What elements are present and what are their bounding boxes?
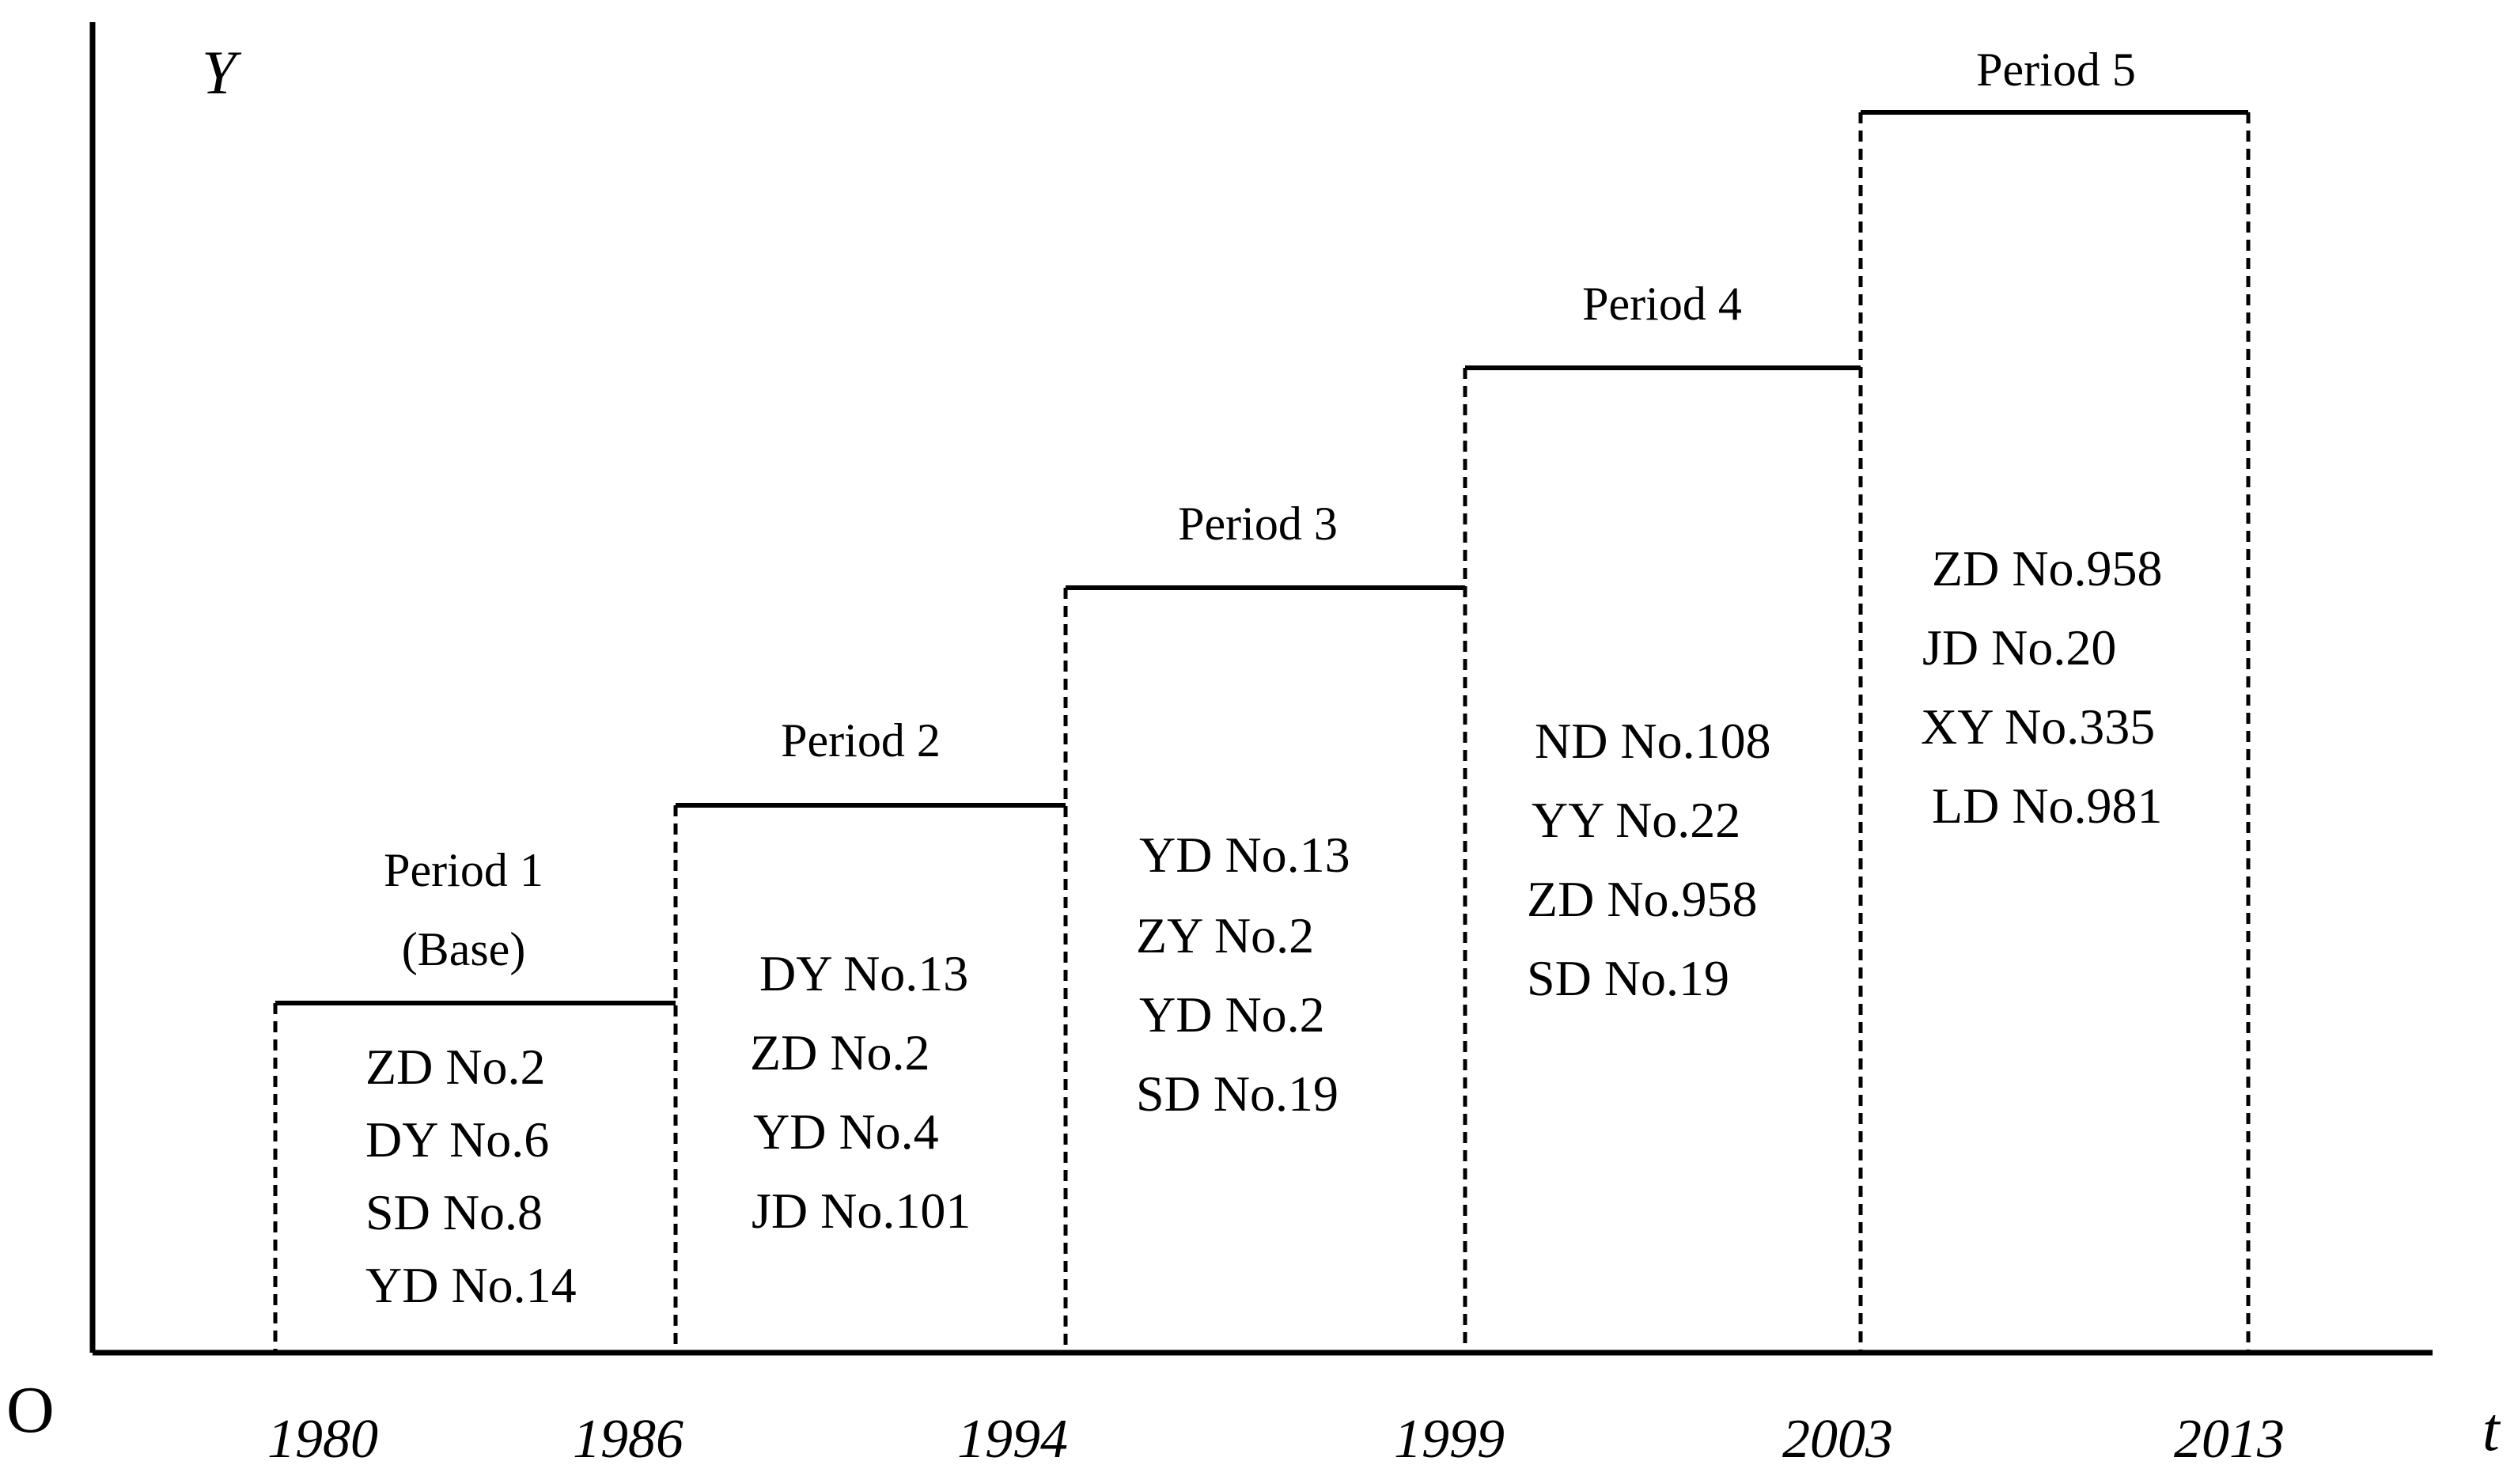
variety-label: SD No.19 xyxy=(1136,1066,1339,1122)
period-3-label: Period 3 xyxy=(1178,498,1338,550)
year-label: 2013 xyxy=(2174,1409,2285,1470)
variety-label: SD No.8 xyxy=(365,1184,543,1240)
variety-label: DY No.6 xyxy=(365,1111,549,1168)
period-4-label: Period 4 xyxy=(1582,278,1742,330)
variety-label: YY No.22 xyxy=(1532,792,1740,848)
variety-label: ZD No.2 xyxy=(750,1024,930,1081)
variety-label: DY No.13 xyxy=(759,945,968,1001)
origin-label: O xyxy=(6,1373,55,1447)
variety-label: ZD No.958 xyxy=(1527,871,1758,927)
period-1-box xyxy=(273,1001,676,1353)
year-label: 1994 xyxy=(957,1409,1068,1470)
year-label: 1999 xyxy=(1394,1409,1505,1470)
x-axis-label: t xyxy=(2482,1395,2501,1463)
period-5-box xyxy=(1858,110,2251,1353)
period-3-box xyxy=(1063,585,1465,1353)
variety-label: YD No.2 xyxy=(1139,986,1325,1043)
period-5-label: Period 5 xyxy=(1976,44,2136,96)
variety-label: ZD No.2 xyxy=(365,1039,546,1095)
y-axis-label: Y xyxy=(202,38,242,107)
variety-label: ND No.108 xyxy=(1535,713,1771,769)
period-1-label: Period 1 xyxy=(384,844,543,896)
year-label: 1986 xyxy=(573,1409,683,1470)
variety-label: LD No.981 xyxy=(1932,778,2163,834)
period-1-sublabel: (Base) xyxy=(402,923,526,975)
year-label: 1980 xyxy=(267,1409,378,1470)
variety-label: JD No.101 xyxy=(752,1183,971,1239)
variety-label: SD No.19 xyxy=(1527,950,1729,1006)
period-2-box xyxy=(673,803,1066,1353)
period-2-label: Period 2 xyxy=(781,714,941,767)
variety-label: YD No.4 xyxy=(753,1104,939,1160)
variety-label: ZY No.2 xyxy=(1136,907,1314,963)
period-4-box xyxy=(1463,365,1861,1353)
year-label: 2003 xyxy=(1782,1409,1893,1470)
variety-label: YD No.13 xyxy=(1139,827,1350,883)
variety-label: YD No.14 xyxy=(365,1257,577,1313)
variety-label: ZD No.958 xyxy=(1932,540,2163,596)
variety-label: XY No.335 xyxy=(1921,698,2155,755)
variety-label: JD No.20 xyxy=(1922,619,2116,676)
